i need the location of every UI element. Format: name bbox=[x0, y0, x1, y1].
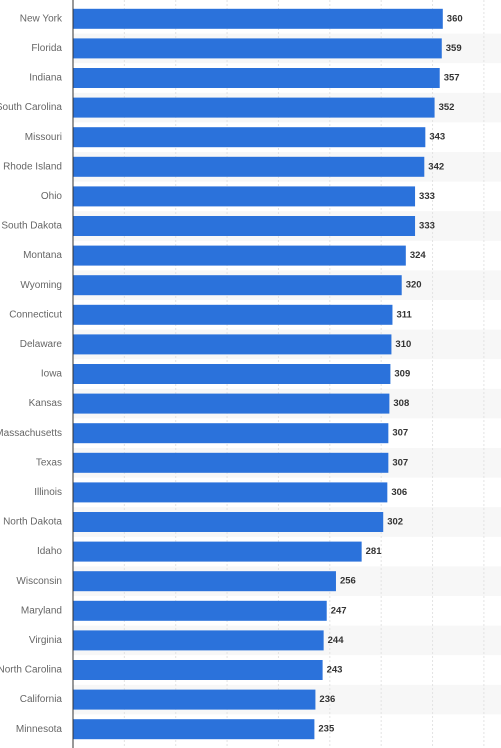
value-label: 320 bbox=[406, 280, 422, 291]
category-label: Montana bbox=[23, 250, 62, 261]
category-label: Maryland bbox=[21, 605, 62, 616]
category-label: Idaho bbox=[37, 546, 62, 557]
value-label: 324 bbox=[410, 250, 427, 261]
bar bbox=[73, 334, 392, 355]
bar bbox=[73, 38, 442, 59]
value-label: 309 bbox=[394, 369, 410, 380]
category-label: South Dakota bbox=[1, 221, 62, 232]
bar bbox=[73, 660, 323, 680]
value-labels: 360 359 357 352 343 342 333 333 324 320 311 310 309 3… bbox=[318, 13, 462, 734]
value-label: 302 bbox=[387, 517, 403, 528]
bar bbox=[73, 186, 416, 207]
value-label: 235 bbox=[318, 724, 335, 735]
bar bbox=[73, 600, 327, 621]
value-label: 306 bbox=[391, 487, 407, 498]
bar bbox=[73, 512, 384, 532]
category-label: Minnesota bbox=[16, 724, 63, 735]
category-label: Wyoming bbox=[20, 280, 62, 291]
value-label: 256 bbox=[340, 576, 356, 587]
bar bbox=[73, 245, 406, 266]
bar bbox=[73, 97, 435, 118]
bar bbox=[73, 541, 362, 562]
bar bbox=[73, 630, 324, 651]
value-label: 342 bbox=[428, 161, 444, 172]
bar bbox=[73, 571, 336, 592]
value-label: 352 bbox=[439, 102, 455, 113]
category-label: Delaware bbox=[20, 339, 63, 350]
value-label: 333 bbox=[419, 221, 435, 232]
bars bbox=[73, 8, 443, 740]
value-label: 343 bbox=[429, 132, 445, 143]
value-label: 360 bbox=[447, 13, 463, 24]
value-label: 307 bbox=[392, 428, 408, 439]
category-label: California bbox=[20, 694, 63, 705]
value-label: 311 bbox=[396, 309, 412, 320]
value-label: 308 bbox=[393, 398, 409, 409]
category-label: North Dakota bbox=[3, 517, 62, 528]
value-label: 357 bbox=[444, 73, 460, 84]
value-label: 359 bbox=[446, 43, 462, 54]
value-label: 310 bbox=[395, 339, 411, 350]
bar bbox=[73, 719, 315, 740]
category-label: Iowa bbox=[41, 369, 63, 380]
category-label: Kansas bbox=[29, 398, 62, 409]
value-label: 281 bbox=[366, 546, 383, 557]
category-label: North Carolina bbox=[0, 665, 62, 676]
category-label: Rhode Island bbox=[3, 161, 62, 172]
value-label: 236 bbox=[319, 694, 335, 705]
category-label: Texas bbox=[36, 457, 62, 468]
bar bbox=[73, 452, 389, 473]
bar bbox=[73, 68, 440, 88]
category-label: Connecticut bbox=[9, 309, 62, 320]
bar bbox=[73, 156, 425, 177]
category-label: Missouri bbox=[25, 132, 62, 143]
value-label: 243 bbox=[327, 665, 343, 676]
bar bbox=[73, 304, 393, 325]
category-label: Illinois bbox=[34, 487, 62, 498]
bar bbox=[73, 275, 402, 296]
bar bbox=[73, 127, 426, 148]
bar bbox=[73, 423, 389, 444]
value-label: 307 bbox=[392, 457, 408, 468]
value-label: 333 bbox=[419, 191, 435, 202]
bar bbox=[73, 689, 316, 710]
bar bbox=[73, 216, 416, 236]
value-label: 247 bbox=[331, 605, 347, 616]
category-labels: New York Florida Indiana South Carolina Miss… bbox=[0, 13, 63, 734]
bar bbox=[73, 364, 391, 384]
category-label: Indiana bbox=[29, 73, 62, 84]
category-label: Wisconsin bbox=[16, 576, 62, 587]
category-label: Virginia bbox=[29, 635, 63, 646]
value-label: 244 bbox=[328, 635, 345, 646]
category-label: Massachusetts bbox=[0, 428, 62, 439]
category-label: Ohio bbox=[41, 191, 63, 202]
bar bbox=[73, 393, 390, 414]
category-label: Florida bbox=[31, 43, 62, 54]
bar bbox=[73, 482, 388, 503]
category-label: New York bbox=[20, 13, 63, 24]
category-label: South Carolina bbox=[0, 102, 62, 113]
bar bbox=[73, 8, 443, 29]
